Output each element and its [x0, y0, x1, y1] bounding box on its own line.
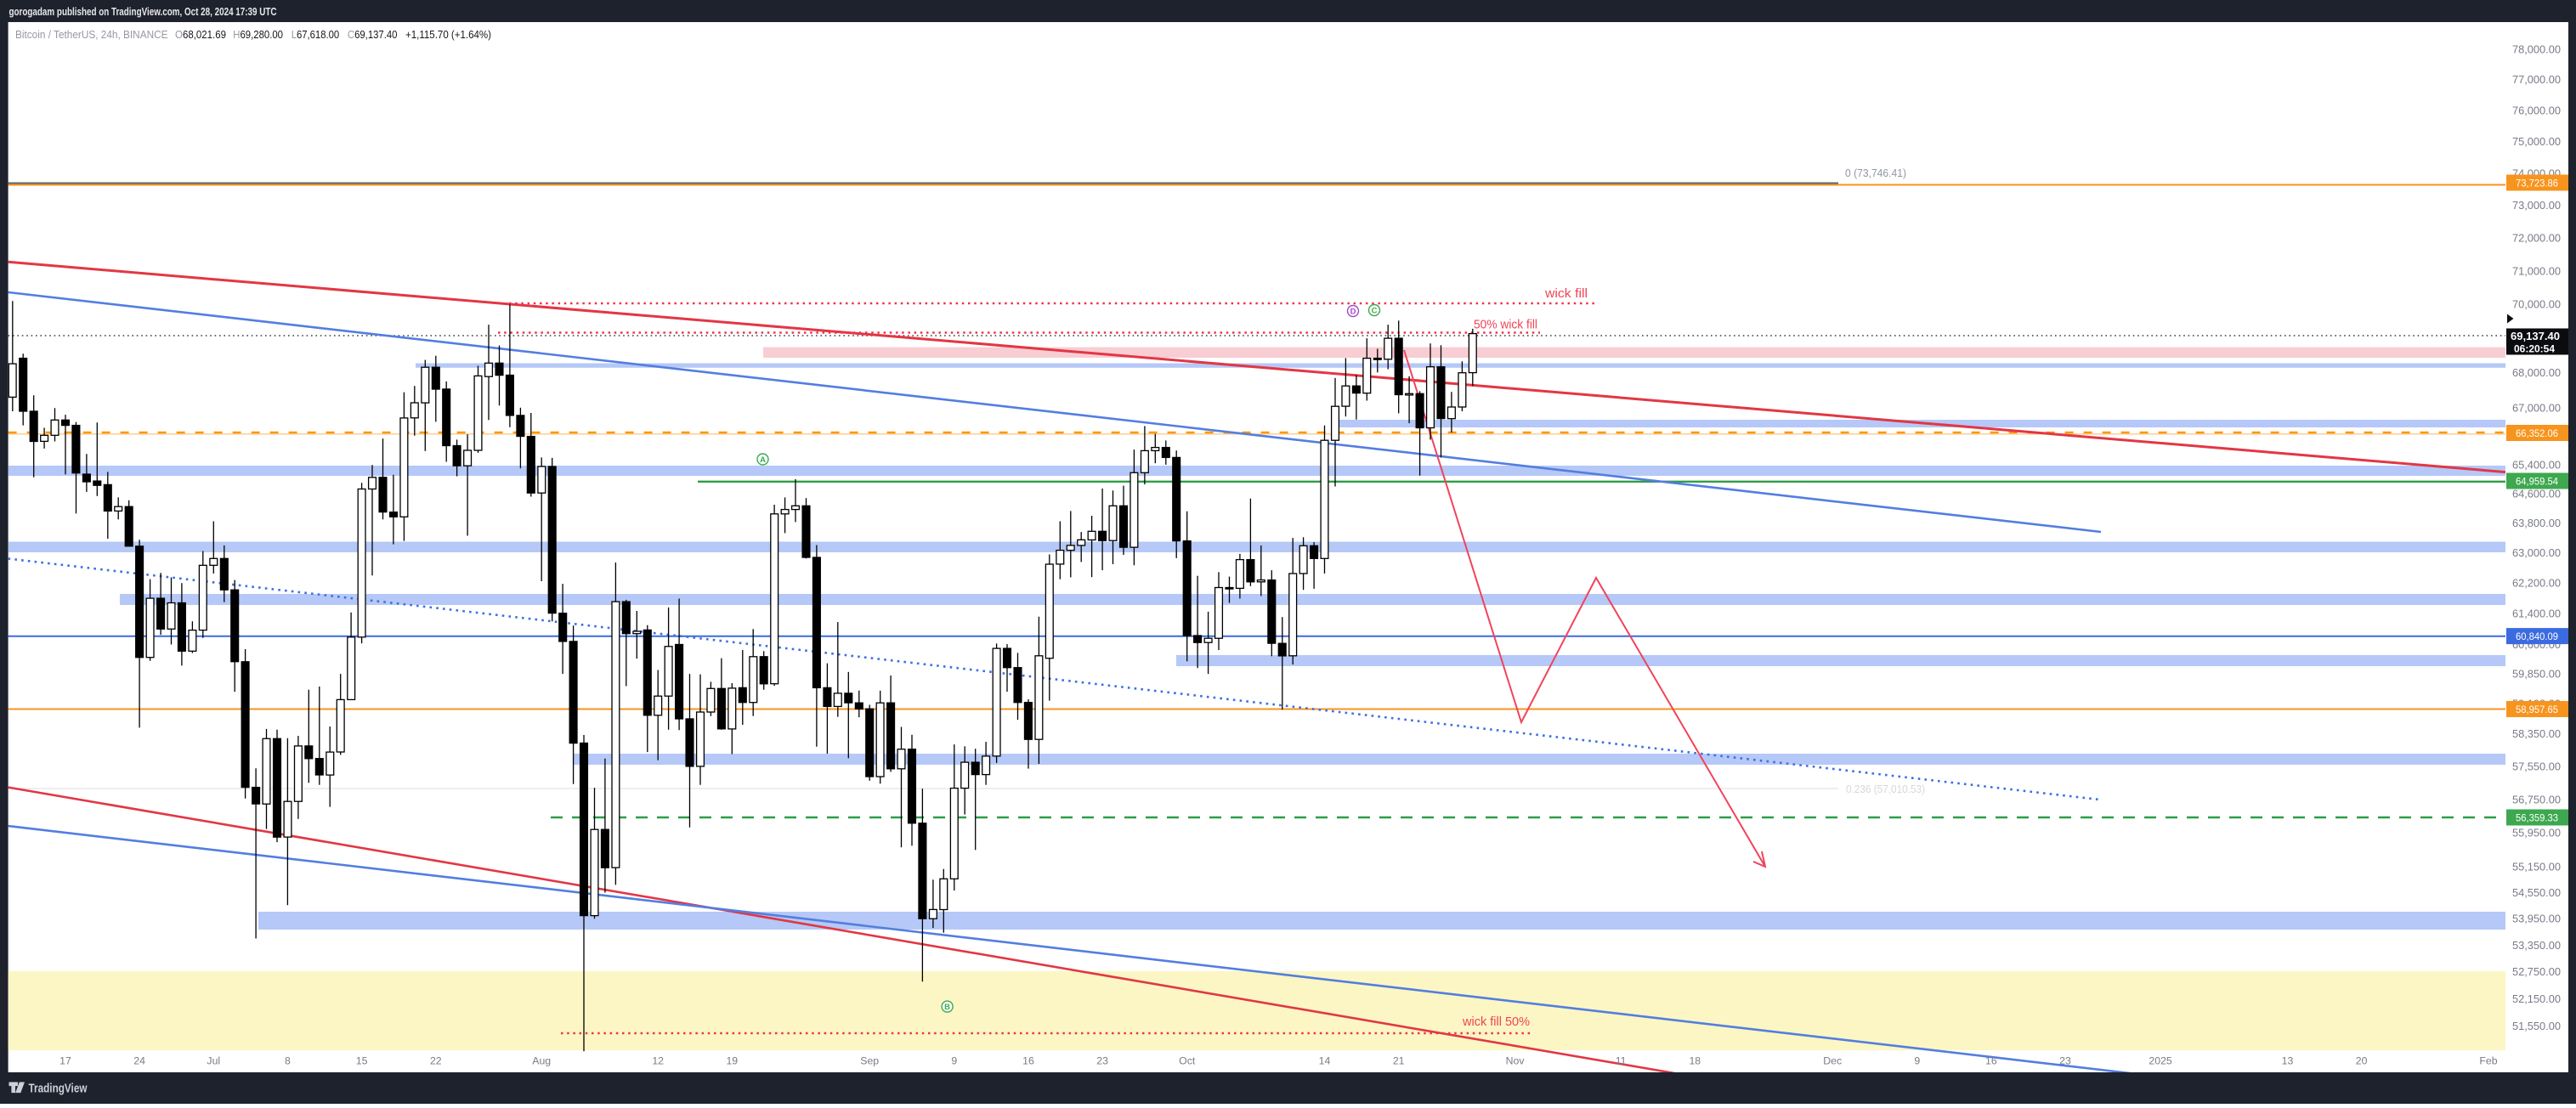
svg-text:60,840.09: 60,840.09 — [2516, 630, 2558, 642]
svg-text:O68,021.69: O68,021.69 — [175, 28, 226, 41]
svg-text:58,957.65: 58,957.65 — [2516, 704, 2558, 715]
svg-text:16: 16 — [1022, 1055, 1034, 1067]
svg-text:wick fill: wick fill — [1544, 287, 1588, 301]
svg-text:0 (73,746.41): 0 (73,746.41) — [1845, 167, 1906, 179]
svg-text:24: 24 — [133, 1055, 145, 1067]
svg-text:52,150.00: 52,150.00 — [2512, 992, 2561, 1005]
svg-text:64,600.00: 64,600.00 — [2512, 488, 2561, 500]
svg-text:Feb: Feb — [2479, 1055, 2497, 1067]
svg-text:52,750.00: 52,750.00 — [2512, 965, 2561, 978]
svg-text:68,000.00: 68,000.00 — [2512, 366, 2561, 379]
svg-text:Aug: Aug — [532, 1055, 551, 1067]
svg-text:C69,137.40: C69,137.40 — [348, 28, 398, 41]
svg-text:TradingView: TradingView — [29, 1082, 88, 1096]
svg-text:21: 21 — [1393, 1055, 1405, 1067]
svg-text:Jul: Jul — [207, 1055, 220, 1067]
svg-text:gorogadam published on Trading: gorogadam published on TradingView.com, … — [9, 5, 277, 18]
svg-text:Dec: Dec — [1823, 1055, 1842, 1067]
svg-text:78,000.00: 78,000.00 — [2512, 42, 2561, 55]
svg-text:Bitcoin / TetherUS, 24h, BINAN: Bitcoin / TetherUS, 24h, BINANCE — [15, 28, 168, 41]
svg-text:D: D — [1350, 307, 1356, 316]
svg-text:64,959.54: 64,959.54 — [2516, 476, 2558, 488]
svg-text:9: 9 — [1914, 1055, 1920, 1067]
svg-text:59,850.00: 59,850.00 — [2512, 668, 2561, 681]
svg-text:13: 13 — [2282, 1055, 2294, 1067]
svg-text:16: 16 — [1985, 1055, 1997, 1067]
svg-text:H69,280.00: H69,280.00 — [233, 28, 283, 41]
svg-text:12: 12 — [652, 1055, 664, 1067]
svg-text:8: 8 — [285, 1055, 291, 1067]
svg-text:23: 23 — [1096, 1055, 1108, 1067]
svg-text:53,950.00: 53,950.00 — [2512, 913, 2561, 925]
svg-text:11: 11 — [1616, 1055, 1627, 1067]
svg-text:56,750.00: 56,750.00 — [2512, 793, 2561, 806]
svg-text:20: 20 — [2356, 1055, 2368, 1067]
svg-text:B: B — [944, 1003, 950, 1012]
svg-text:71,000.00: 71,000.00 — [2512, 264, 2561, 277]
svg-text:73,723.86: 73,723.86 — [2516, 178, 2558, 189]
svg-text:22: 22 — [430, 1055, 442, 1067]
svg-text:Oct: Oct — [1179, 1055, 1196, 1067]
svg-text:C: C — [1372, 306, 1378, 315]
svg-text:57,550.00: 57,550.00 — [2512, 760, 2561, 772]
svg-text:63,800.00: 63,800.00 — [2512, 517, 2561, 529]
svg-text:19: 19 — [726, 1055, 738, 1067]
svg-text:06:20:54: 06:20:54 — [2514, 343, 2555, 355]
svg-text:63,000.00: 63,000.00 — [2512, 546, 2561, 559]
svg-text:67,000.00: 67,000.00 — [2512, 401, 2561, 414]
svg-text:66,352.06: 66,352.06 — [2516, 427, 2558, 439]
svg-text:65,400.00: 65,400.00 — [2512, 458, 2561, 471]
svg-text:54,550.00: 54,550.00 — [2512, 886, 2561, 899]
svg-text:55,950.00: 55,950.00 — [2512, 827, 2561, 839]
svg-text:58,350.00: 58,350.00 — [2512, 727, 2561, 740]
svg-text:+1,115.70 (+1.64%): +1,115.70 (+1.64%) — [405, 28, 491, 41]
svg-text:61,400.00: 61,400.00 — [2512, 608, 2561, 620]
svg-text:Nov: Nov — [1506, 1055, 1526, 1067]
svg-text:77,000.00: 77,000.00 — [2512, 73, 2561, 86]
svg-text:76,000.00: 76,000.00 — [2512, 104, 2561, 116]
svg-text:9: 9 — [951, 1055, 957, 1067]
svg-text:L67,618.00: L67,618.00 — [292, 28, 340, 41]
svg-text:70,000.00: 70,000.00 — [2512, 298, 2561, 311]
svg-text:23: 23 — [2059, 1055, 2071, 1067]
svg-text:69,137.40: 69,137.40 — [2511, 330, 2560, 342]
svg-text:73,000.00: 73,000.00 — [2512, 199, 2561, 212]
svg-text:55,150.00: 55,150.00 — [2512, 861, 2561, 873]
svg-text:53,350.00: 53,350.00 — [2512, 939, 2561, 952]
svg-text:75,000.00: 75,000.00 — [2512, 135, 2561, 148]
svg-text:Sep: Sep — [860, 1055, 879, 1067]
svg-text:51,550.00: 51,550.00 — [2512, 1020, 2561, 1032]
svg-text:62,200.00: 62,200.00 — [2512, 577, 2561, 590]
svg-text:2025: 2025 — [2149, 1055, 2172, 1067]
svg-text:50% wick fill: 50% wick fill — [1474, 319, 1537, 332]
svg-text:wick fill 50%: wick fill 50% — [1462, 1015, 1530, 1029]
svg-text:15: 15 — [356, 1055, 368, 1067]
svg-text:14: 14 — [1319, 1055, 1331, 1067]
svg-text:72,000.00: 72,000.00 — [2512, 232, 2561, 245]
svg-text:17: 17 — [59, 1055, 71, 1067]
svg-text:0.236 (57,010.53): 0.236 (57,010.53) — [1846, 783, 1925, 795]
svg-text:18: 18 — [1689, 1055, 1701, 1067]
svg-text:56,359.33: 56,359.33 — [2516, 812, 2558, 824]
svg-text:A: A — [760, 455, 766, 465]
